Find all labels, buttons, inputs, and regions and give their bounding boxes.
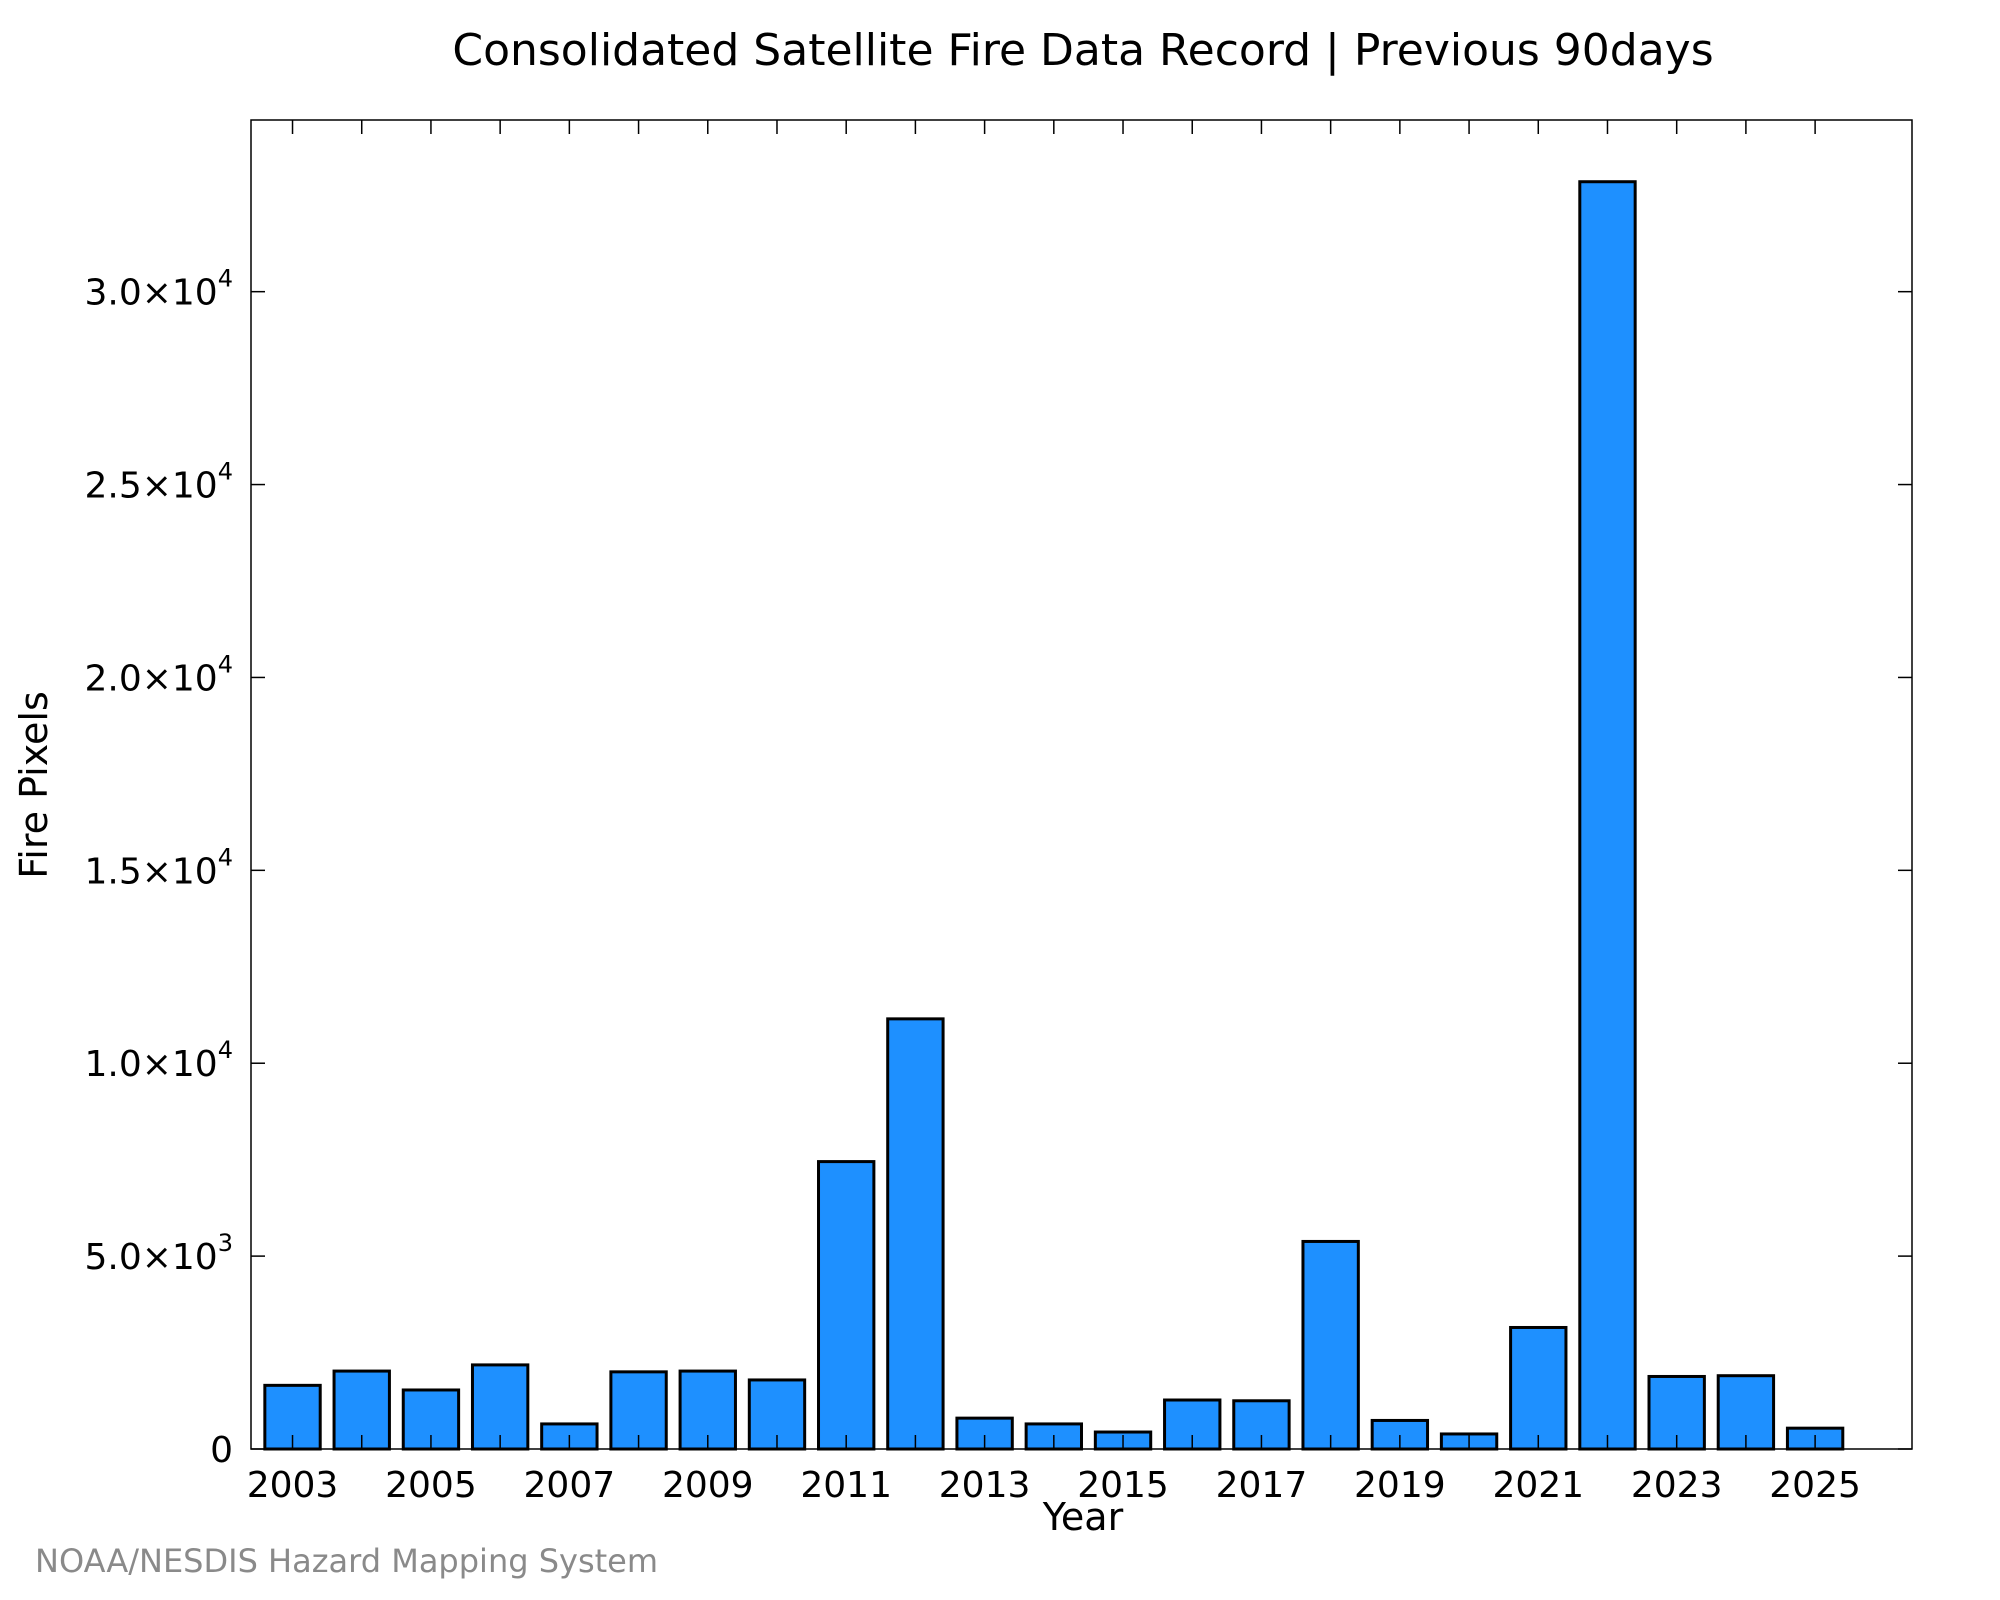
bar-2021 [1509,1325,1568,1451]
y-tick-label-15000: 1.5×104 [84,843,233,892]
x-tick-label-2015: 2015 [1077,1465,1169,1506]
x-tick-label-2021: 2021 [1492,1465,1584,1506]
axis-ticks [251,120,1912,1450]
source-credit: NOAA/NESDIS Hazard Mapping System [35,1542,658,1580]
x-tick-label-2011: 2011 [800,1465,892,1506]
x-tick-labels: 2003 2005 2007 2009 2011 2013 2015 2017 2019 2021… [247,1465,1861,1506]
bar-2006 [470,1363,530,1451]
bar-2011 [817,1160,876,1451]
bar-2012 [886,1017,945,1451]
x-tick-label-2013: 2013 [939,1465,1031,1506]
y-axis-label: Fire Pixels [12,691,56,879]
x-tick-label-2009: 2009 [662,1465,754,1506]
x-tick-label-2007: 2007 [524,1465,616,1506]
y-tick-labels: 0 5.0×103 1.0×104 1.5×104 2.0×104 2.5×104 3.0×… [84,265,233,1471]
x-tick-label-2025: 2025 [1769,1465,1861,1506]
y-tick-label-25000: 2.5×104 [84,458,233,507]
x-tick-label-2003: 2003 [247,1465,339,1506]
x-axis-label: Year [1042,1495,1124,1539]
x-tick-label-2019: 2019 [1354,1465,1446,1506]
chart-title: Consolidated Satellite Fire Data Record … [452,25,1713,76]
y-tick-label-0: 0 [210,1430,233,1471]
bar-2022 [1578,180,1637,1451]
x-tick-label-2005: 2005 [385,1465,477,1506]
x-tick-label-2017: 2017 [1216,1465,1308,1506]
x-tick-label-2023: 2023 [1631,1465,1723,1506]
y-tick-label-20000: 2.0×104 [84,650,233,699]
y-tick-label-10000: 1.0×104 [84,1036,233,1085]
plot-frame [250,119,1913,1450]
y-tick-label-5000: 5.0×103 [84,1229,233,1278]
bar-2018 [1301,1239,1360,1451]
y-tick-label-30000: 3.0×104 [84,265,233,314]
bars-layer [263,180,1845,1451]
